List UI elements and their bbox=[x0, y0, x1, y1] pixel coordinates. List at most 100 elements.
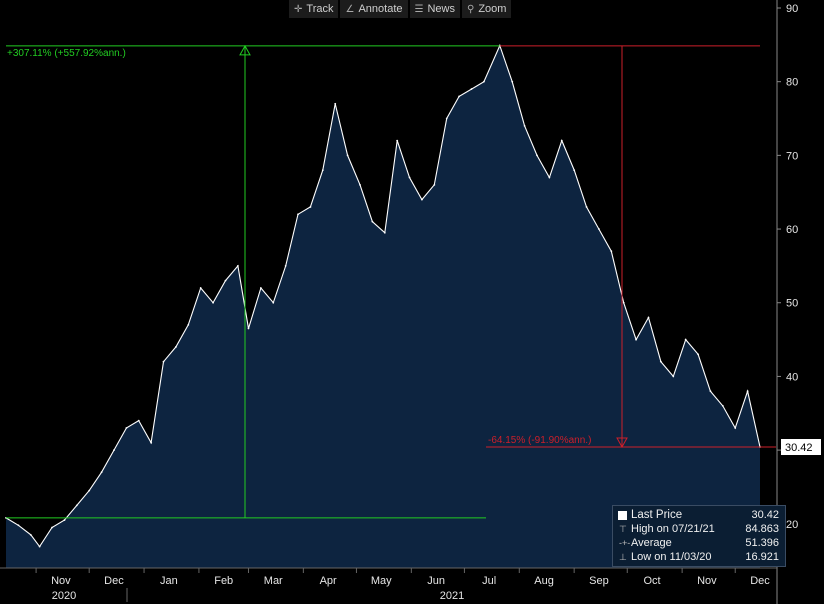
price-point bbox=[371, 220, 374, 223]
price-point bbox=[445, 117, 448, 120]
low-marker-icon: ⊥ bbox=[619, 552, 627, 562]
price-point bbox=[38, 545, 41, 548]
price-point bbox=[734, 427, 737, 429]
price-point bbox=[482, 80, 485, 83]
price-point bbox=[125, 427, 128, 429]
price-point bbox=[88, 489, 91, 492]
y-tick-label: 20 bbox=[786, 519, 798, 531]
annotation-layer: +307.11% (+557.92%ann.) -64.15% (-91.90%a… bbox=[6, 44, 776, 519]
pencil-icon: ∠ bbox=[345, 3, 355, 15]
price-point bbox=[334, 102, 337, 105]
x-month-label: Jun bbox=[427, 575, 445, 587]
track-button[interactable]: ✛ Track bbox=[289, 0, 339, 18]
magnifier-icon: ⚲ bbox=[466, 3, 475, 15]
x-month-label: Feb bbox=[214, 575, 233, 587]
x-month-label: Nov bbox=[51, 575, 71, 587]
price-point bbox=[560, 139, 563, 142]
x-month-label: Mar bbox=[264, 575, 283, 587]
price-area-fill bbox=[6, 45, 760, 569]
y-tick-label: 60 bbox=[786, 224, 798, 236]
price-point bbox=[346, 154, 349, 157]
y-tick-label: 40 bbox=[786, 371, 798, 383]
price-point bbox=[236, 264, 239, 267]
legend-label: Low on 11/03/20 bbox=[631, 551, 712, 563]
annotate-label: Annotate bbox=[358, 3, 403, 15]
x-month-label: Jan bbox=[160, 575, 178, 587]
average-marker-icon: -+- bbox=[619, 538, 631, 548]
chart-toolbar: ✛ Track ∠ Annotate ☰ News ⚲ Zoom bbox=[289, 0, 512, 18]
price-point bbox=[536, 154, 538, 157]
legend-row-high: ⊤ High on 07/21/21 84.863 bbox=[619, 523, 779, 536]
y-tick-label: 70 bbox=[786, 150, 798, 162]
price-point bbox=[684, 338, 687, 341]
annotate-button[interactable]: ∠ Annotate bbox=[340, 0, 408, 18]
x-month-label: May bbox=[371, 575, 392, 587]
price-point bbox=[721, 404, 724, 407]
chart-legend: Last Price 30.42 ⊤ High on 07/21/21 84.8… bbox=[612, 505, 786, 567]
legend-label: Average bbox=[631, 537, 672, 549]
price-point bbox=[29, 533, 32, 536]
zoom-button[interactable]: ⚲ Zoom bbox=[461, 0, 512, 18]
x-month-label: Oct bbox=[643, 575, 660, 587]
price-point bbox=[709, 390, 712, 393]
price-point bbox=[511, 80, 514, 83]
loss-arrow bbox=[616, 437, 628, 449]
x-month-label: Dec bbox=[750, 575, 770, 587]
price-point bbox=[697, 353, 699, 356]
price-point bbox=[259, 287, 262, 289]
price-point bbox=[610, 250, 613, 253]
price-line bbox=[5, 44, 761, 548]
zoom-label: Zoom bbox=[478, 3, 507, 15]
price-point bbox=[598, 228, 600, 230]
x-month-label: Sep bbox=[589, 575, 609, 587]
legend-value: 51.396 bbox=[745, 537, 779, 549]
price-point bbox=[199, 287, 202, 289]
price-point bbox=[359, 183, 361, 186]
legend-row-average: -+- Average 51.396 bbox=[619, 537, 779, 550]
legend-label: High on 07/21/21 bbox=[631, 523, 715, 535]
price-point bbox=[187, 323, 190, 326]
legend-label: Last Price bbox=[631, 509, 683, 521]
price-point bbox=[247, 327, 250, 330]
y-tick-label: 90 bbox=[786, 3, 798, 15]
legend-value: 30.42 bbox=[751, 509, 779, 521]
price-point bbox=[647, 316, 650, 319]
price-point bbox=[113, 449, 115, 452]
price-point bbox=[100, 471, 103, 474]
x-month-label: Dec bbox=[104, 575, 124, 587]
legend-row-low: ⊥ Low on 11/03/20 16.921 bbox=[619, 551, 779, 564]
x-month-label: Aug bbox=[534, 575, 554, 587]
price-point bbox=[573, 169, 576, 172]
track-label: Track bbox=[306, 3, 334, 15]
price-point bbox=[63, 519, 66, 522]
price-point bbox=[137, 419, 140, 422]
y-tick-label: 80 bbox=[786, 77, 798, 89]
x-year-label: 2021 bbox=[440, 590, 464, 602]
legend-row-last-price: Last Price 30.42 bbox=[618, 509, 779, 522]
price-point bbox=[396, 139, 399, 142]
price-point bbox=[321, 169, 324, 172]
price-point bbox=[470, 88, 473, 90]
square-icon bbox=[618, 511, 627, 520]
price-point bbox=[75, 504, 78, 507]
price-point bbox=[523, 124, 526, 127]
x-year-label: 2020 bbox=[52, 590, 76, 602]
price-point bbox=[672, 375, 675, 378]
price-point bbox=[162, 360, 165, 363]
price-point bbox=[212, 301, 214, 304]
last-price-box bbox=[781, 439, 821, 456]
loss-annotation-label: -64.15% (-91.90%ann.) bbox=[488, 435, 591, 446]
gain-annotation-label: +307.11% (+557.92%ann.) bbox=[7, 48, 126, 59]
price-point bbox=[622, 301, 625, 304]
price-point bbox=[17, 524, 20, 527]
price-point bbox=[309, 206, 312, 208]
x-month-label: Nov bbox=[697, 575, 717, 587]
price-point bbox=[272, 301, 275, 304]
price-point bbox=[659, 360, 662, 363]
news-button[interactable]: ☰ News bbox=[409, 0, 460, 18]
price-point bbox=[383, 231, 386, 234]
crosshair-icon: ✛ bbox=[294, 3, 303, 15]
price-point bbox=[458, 95, 461, 98]
y-tick-label: 50 bbox=[786, 298, 798, 310]
